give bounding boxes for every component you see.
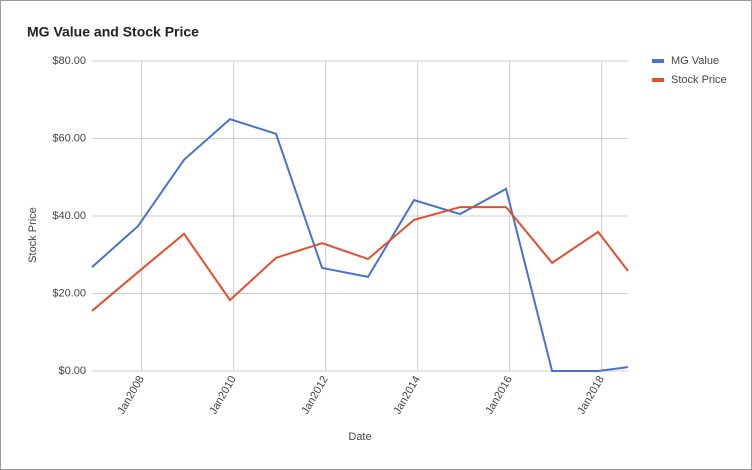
legend-swatch bbox=[652, 78, 664, 82]
legend-label: Stock Price bbox=[671, 74, 727, 86]
y-tick-label: $40.00 bbox=[52, 210, 86, 222]
chart-title: MG Value and Stock Price bbox=[27, 24, 199, 40]
y-tick-label: $0.00 bbox=[58, 365, 86, 377]
y-tick-label: $80.00 bbox=[52, 55, 86, 67]
legend-label: MG Value bbox=[671, 55, 719, 67]
series-line bbox=[91, 117, 629, 372]
x-axis-label: Date bbox=[348, 431, 371, 443]
y-tick-label: $60.00 bbox=[52, 132, 86, 144]
series-line bbox=[91, 206, 629, 312]
legend-swatch bbox=[652, 59, 664, 63]
y-tick-label: $20.00 bbox=[52, 287, 86, 299]
y-axis-label: Stock Price bbox=[27, 207, 39, 263]
